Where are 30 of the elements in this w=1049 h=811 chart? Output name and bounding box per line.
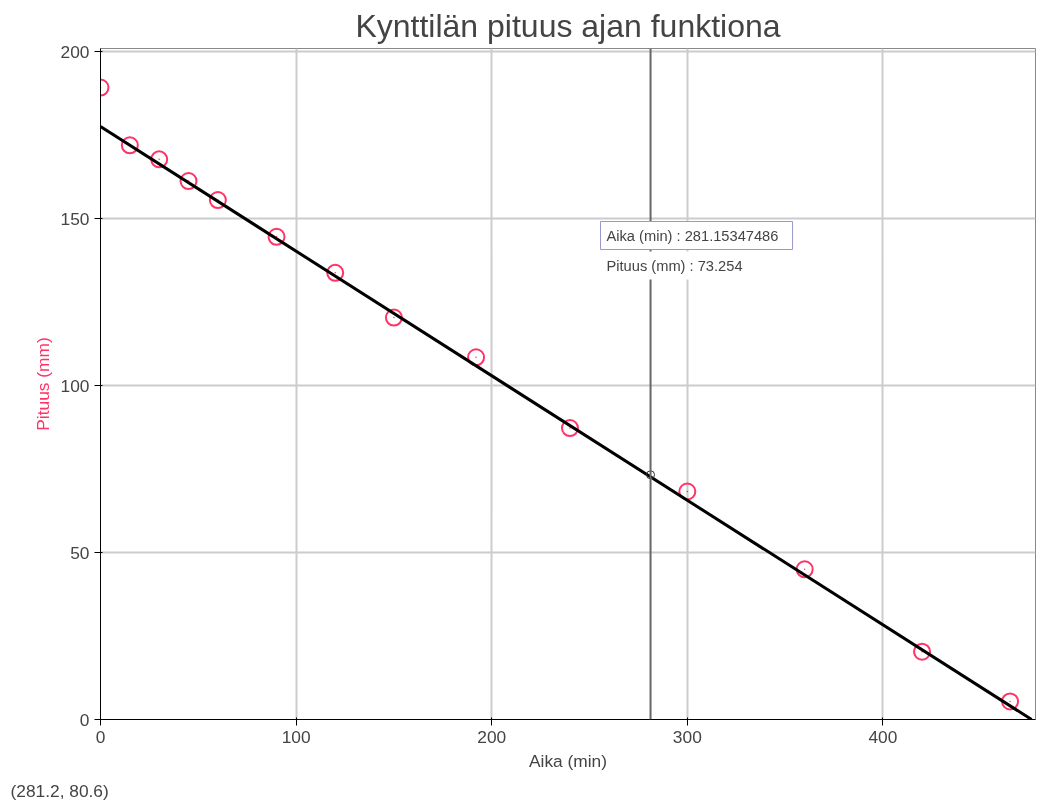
- y-tick-label: 100: [60, 375, 90, 396]
- point: [913, 642, 932, 661]
- y-axis-title: Pituus (mm): [32, 337, 53, 431]
- point: [267, 227, 286, 246]
- point: [678, 482, 697, 501]
- y-tick-label: 50: [70, 542, 90, 563]
- x-tick-label: 0: [95, 726, 106, 747]
- y-tick-label: 0: [79, 709, 90, 730]
- chart-title: Kynttilän pituus ajan funktiona: [355, 7, 781, 44]
- y-tick-label: 200: [60, 41, 90, 62]
- point: [150, 150, 169, 169]
- point: [560, 419, 579, 438]
- x-tick-label: 400: [868, 726, 898, 747]
- point: [326, 263, 345, 282]
- point: [795, 560, 814, 579]
- point: [384, 308, 403, 327]
- point: [467, 348, 486, 367]
- y-tick-label: 150: [60, 208, 90, 229]
- point: [646, 470, 656, 480]
- x-tick-label: 200: [477, 726, 507, 747]
- annotation: Pituus (mm) : 73.254: [606, 257, 743, 274]
- point: [179, 172, 198, 191]
- x-axis-title: Aika (min): [529, 750, 608, 771]
- point: [1001, 692, 1020, 711]
- point: [208, 191, 227, 210]
- annotation: Aika (min) : 281.15347486: [606, 227, 779, 244]
- point: [120, 136, 139, 155]
- x-tick-label: 100: [281, 726, 311, 747]
- x-tick-label: 300: [672, 726, 702, 747]
- text: (281.2, 80.6): [10, 780, 109, 801]
